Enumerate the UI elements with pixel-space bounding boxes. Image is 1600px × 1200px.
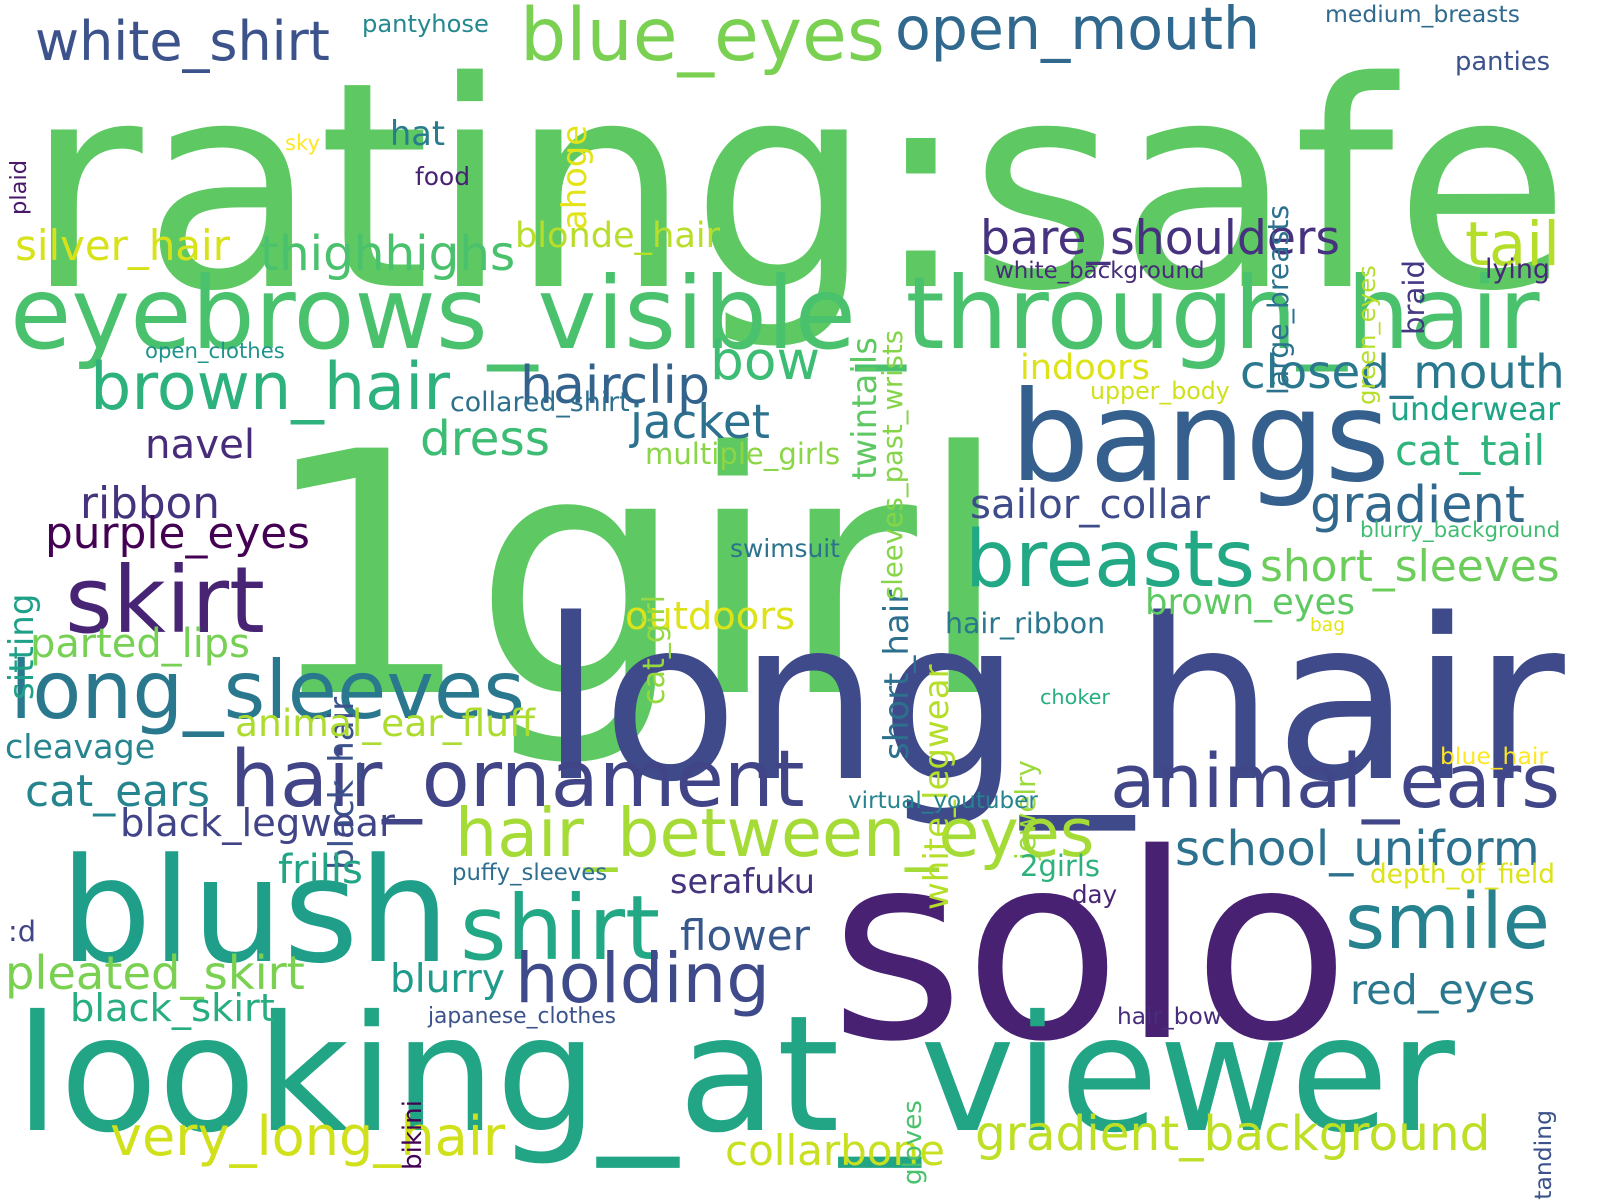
word-underwear: underwear bbox=[1390, 392, 1561, 428]
word-blurry: blurry bbox=[390, 957, 506, 1002]
word-day: day bbox=[1072, 880, 1118, 909]
word-medium-breasts: medium_breasts bbox=[1325, 0, 1520, 28]
word-holding: holding bbox=[515, 939, 770, 1019]
word-pantyhose: pantyhose bbox=[362, 10, 489, 38]
word-collarbone: collarbone bbox=[725, 1126, 945, 1175]
word-blurry-background: blurry_background bbox=[1360, 518, 1561, 543]
word-navel: navel bbox=[145, 421, 256, 468]
word-tail: tail bbox=[1465, 209, 1561, 280]
word-sleeves-past-wrists: sleeves_past_wrists bbox=[878, 329, 909, 600]
word-hairclip: hairclip bbox=[520, 356, 710, 416]
word-blush: blush bbox=[60, 828, 450, 996]
word-gradient-background: gradient_background bbox=[975, 1106, 1491, 1162]
word-bag: bag bbox=[1310, 615, 1345, 636]
word-hair-ornament: hair_ornament bbox=[230, 733, 805, 825]
word-bikini: bikini bbox=[398, 1100, 428, 1170]
word-outdoors: outdoors bbox=[625, 594, 796, 639]
word-parted-lips: parted_lips bbox=[30, 621, 250, 667]
word-long-sleeves: long_sleeves bbox=[10, 643, 526, 737]
word-shirt: shirt bbox=[460, 877, 661, 981]
word-blonde-hair: blonde_hair bbox=[515, 215, 720, 256]
word-2girls: 2girls bbox=[1020, 849, 1101, 883]
word-rating-safe: rating:safe bbox=[25, 21, 1571, 354]
word-panties: panties bbox=[1455, 47, 1551, 77]
word-hat: hat bbox=[390, 114, 446, 153]
word-collared-shirt: collared_shirt bbox=[450, 387, 630, 418]
word-white-background: white_background bbox=[995, 258, 1205, 284]
word-twintails: twintails bbox=[845, 337, 885, 480]
word-sailor-collar: sailor_collar bbox=[970, 481, 1210, 528]
word-bangs: bangs bbox=[1010, 364, 1390, 510]
word-hair-bow: hair_bow bbox=[1117, 1003, 1222, 1030]
word-food: food bbox=[415, 162, 471, 191]
word-blue-eyes: blue_eyes bbox=[520, 0, 885, 78]
word-lying: lying bbox=[1485, 254, 1550, 285]
word-1girl: 1girl bbox=[260, 382, 1011, 772]
word-long-hair: long_hair bbox=[540, 571, 1565, 831]
word-choker: choker bbox=[1040, 685, 1110, 709]
word-cleavage: cleavage bbox=[5, 727, 156, 766]
word-animal-ears: animal_ears bbox=[1110, 738, 1561, 825]
word-frills: frills bbox=[278, 847, 363, 893]
word-skirt: skirt bbox=[65, 547, 265, 654]
word-pleated-skirt: pleated_skirt bbox=[5, 946, 305, 1000]
word-virtual-youtuber: virtual_youtuber bbox=[848, 788, 1038, 814]
word-multiple-girls: multiple_girls bbox=[645, 437, 841, 471]
word-ribbon: ribbon bbox=[80, 478, 220, 529]
word-sky: sky bbox=[285, 130, 320, 155]
word-brown-hair: brown_hair bbox=[90, 349, 451, 425]
word-red-eyes: red_eyes bbox=[1350, 966, 1536, 1014]
word-d: :d bbox=[8, 914, 36, 948]
word-green-eyes: green_eyes bbox=[1352, 265, 1381, 405]
word-swimsuit: swimsuit bbox=[730, 534, 840, 563]
word-purple-eyes: purple_eyes bbox=[45, 508, 311, 559]
word-short-hair: short_hair bbox=[877, 589, 917, 760]
word-plaid: plaid bbox=[6, 159, 32, 215]
word-very-long-hair: very_long_hair bbox=[110, 1105, 506, 1168]
word-cat-girl: cat_girl bbox=[637, 594, 672, 705]
word-jacket: jacket bbox=[630, 396, 770, 450]
word-thighhighs: thighhighs bbox=[260, 226, 516, 282]
word-ahoge: ahoge bbox=[555, 124, 594, 230]
word-braid: braid bbox=[1397, 259, 1431, 335]
word-white-shirt: white_shirt bbox=[35, 10, 330, 73]
word-short-sleeves: short_sleeves bbox=[1260, 541, 1560, 592]
word-smile: smile bbox=[1345, 878, 1550, 967]
word-looking-at-viewer: looking_at_viewer bbox=[15, 981, 1455, 1168]
word-cat-ears: cat_ears bbox=[25, 766, 210, 817]
word-gradient: gradient bbox=[1310, 476, 1525, 535]
word-depth-of-field: depth_of_field bbox=[1370, 860, 1555, 890]
word-open-mouth: open_mouth bbox=[895, 0, 1261, 63]
word-large-breasts: large_breasts bbox=[1262, 204, 1295, 395]
word-serafuku: serafuku bbox=[670, 862, 815, 901]
word-brown-eyes: brown_eyes bbox=[1145, 582, 1355, 623]
word-gloves: gloves bbox=[898, 1100, 928, 1185]
word-bow: bow bbox=[710, 330, 821, 392]
word-black-skirt: black_skirt bbox=[70, 986, 275, 1031]
word-upper-body: upper_body bbox=[1090, 377, 1230, 405]
word-solo: solo bbox=[830, 798, 1350, 1098]
word-flower: flower bbox=[680, 911, 810, 960]
word-dress: dress bbox=[420, 411, 551, 467]
word-puffy-sleeves: puffy_sleeves bbox=[452, 860, 608, 886]
word-indoors: indoors bbox=[1020, 347, 1150, 388]
word-standing: standing bbox=[1529, 1109, 1557, 1200]
word-open-clothes: open_clothes bbox=[145, 338, 285, 363]
word-school-uniform: school_uniform bbox=[1175, 821, 1540, 877]
word-japanese-clothes: japanese_clothes bbox=[428, 1004, 616, 1029]
word-blue-hair: blue_hair bbox=[1440, 742, 1549, 770]
word-hair-ribbon: hair_ribbon bbox=[945, 607, 1106, 640]
word-closed-mouth: closed_mouth bbox=[1240, 346, 1565, 400]
word-black-legwear: black_legwear bbox=[120, 801, 395, 846]
word-eyebrows-visible-through-hair: eyebrows_visible_through_hair bbox=[10, 257, 1540, 372]
word-breasts: breasts bbox=[965, 513, 1256, 605]
word-animal-ear-fluff: animal_ear_fluff bbox=[235, 701, 535, 745]
word-bare-shoulders: bare_shoulders bbox=[980, 211, 1341, 266]
word-hair-between-eyes: hair_between_eyes bbox=[455, 794, 1095, 872]
word-silver-hair: silver_hair bbox=[15, 221, 230, 270]
word-cat-tail: cat_tail bbox=[1395, 426, 1546, 475]
